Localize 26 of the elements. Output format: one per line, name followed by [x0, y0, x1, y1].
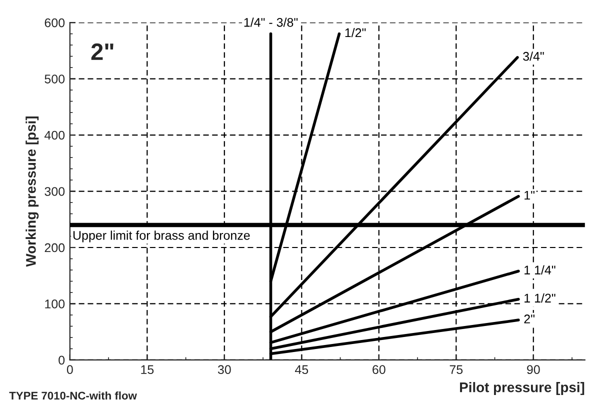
ref-line-label: Upper limit for brass and bronze — [73, 230, 250, 242]
series-label: 1/2" — [345, 28, 366, 38]
x-tick-label: 75 — [450, 365, 463, 374]
x-tick-label: 15 — [141, 365, 154, 374]
x-tick-label: 60 — [372, 365, 386, 374]
y-tick-label: 200 — [44, 243, 65, 252]
y-tick-label: 600 — [44, 18, 65, 28]
series-label: 1" — [524, 190, 534, 200]
y-tick-label: 0 — [58, 356, 65, 365]
y-tick-label: 500 — [44, 74, 65, 84]
text: TYPE 7010-NC-with flow — [9, 391, 137, 400]
series-label: 2" — [524, 314, 534, 324]
x-tick-label: 90 — [527, 365, 540, 374]
x-tick-label: 45 — [294, 365, 308, 374]
x-tick-label: 0 — [66, 365, 73, 374]
y-tick-label: 400 — [44, 130, 65, 140]
series-label: 1 1/2" — [524, 293, 556, 303]
y-tick-label: 300 — [44, 187, 65, 196]
x-tick-label: 30 — [218, 365, 231, 374]
y-tick-label: 100 — [45, 300, 65, 308]
y-axis-title: Working pressure [psi] — [26, 116, 39, 267]
series-label: 1 1/4" — [524, 265, 556, 274]
series-label: 1/4" - 3/8" — [244, 18, 298, 27]
series-label: 3/4" — [523, 52, 544, 61]
annotation: 2" — [91, 43, 114, 60]
x-axis-title: Pilot pressure [psi] — [460, 382, 584, 395]
